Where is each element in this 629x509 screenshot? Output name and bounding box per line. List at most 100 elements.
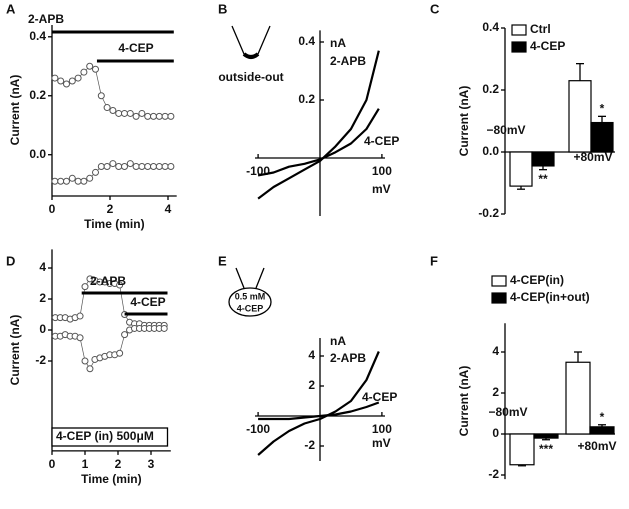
panel-letter: C xyxy=(430,1,440,16)
data-point xyxy=(103,163,111,171)
data-point xyxy=(97,92,105,100)
data-point xyxy=(68,174,76,182)
data-point xyxy=(51,74,59,82)
legend-label: 4-CEP(in) xyxy=(510,273,564,287)
y-tick-label: 0.0 xyxy=(482,144,499,158)
panel-letter: E xyxy=(218,253,227,268)
y-tick-label: 2 xyxy=(308,378,315,392)
x-axis-label: mV xyxy=(372,436,391,450)
data-point xyxy=(121,109,128,117)
data-point xyxy=(138,163,146,171)
data-point xyxy=(160,324,168,332)
inset-label: 0.5 mM xyxy=(235,291,266,301)
category-label: −80mV xyxy=(486,123,525,137)
y-axis-label: Current (nA) xyxy=(8,315,22,386)
curve-label: 2-APB xyxy=(330,351,366,365)
data-point xyxy=(86,365,94,373)
data-point xyxy=(86,62,94,70)
category-label: +80mV xyxy=(577,439,616,453)
y-tick-label: 0.0 xyxy=(29,147,46,161)
data-point xyxy=(76,334,84,342)
data-point xyxy=(116,349,124,357)
data-point xyxy=(63,177,70,185)
y-tick-label: 2 xyxy=(492,385,499,399)
data-point xyxy=(109,160,117,168)
curve-label: 2-APB xyxy=(330,54,366,68)
data-point xyxy=(80,68,88,76)
significance: *** xyxy=(539,442,553,456)
application-label: 2-APB xyxy=(90,274,126,288)
y-tick-label: -2 xyxy=(488,467,499,481)
y-tick-label: 0.4 xyxy=(482,20,499,34)
curve-label: 4-CEP xyxy=(362,390,397,404)
legend-label: 4-CEP(in+out) xyxy=(510,290,590,304)
y-tick-label: -2 xyxy=(35,353,46,367)
data-point xyxy=(167,163,175,171)
significance: * xyxy=(600,410,605,424)
data-point xyxy=(116,281,124,289)
data-point xyxy=(144,112,152,120)
iv-curve xyxy=(257,108,380,177)
data-point xyxy=(86,174,94,182)
data-point xyxy=(138,109,146,117)
y-tick-label: 0 xyxy=(39,322,46,336)
iv-curve xyxy=(257,50,380,200)
x-axis-label: Time (min) xyxy=(81,472,141,486)
panel-letter: D xyxy=(6,253,15,268)
data-point xyxy=(81,283,89,291)
data-point xyxy=(126,160,134,168)
y-tick-label: 0 xyxy=(492,426,499,440)
data-point xyxy=(74,177,82,185)
y-tick-label: -0.2 xyxy=(478,206,499,220)
data-point xyxy=(74,74,82,82)
inset-outside-out xyxy=(231,25,271,59)
x-axis-label: Time (min) xyxy=(84,217,144,231)
data-point xyxy=(68,77,76,85)
significance: ** xyxy=(538,172,548,186)
data-point xyxy=(155,112,163,120)
y-axis-label: Current (nA) xyxy=(457,366,471,437)
cell xyxy=(228,287,272,317)
iv-curve xyxy=(257,351,380,456)
data-point xyxy=(126,109,134,117)
legend-label: 4-CEP xyxy=(530,39,565,53)
data-point xyxy=(63,80,70,88)
legend-label: Ctrl xyxy=(530,22,551,36)
x-tick-label: 3 xyxy=(148,457,155,471)
data-point xyxy=(51,177,59,185)
data-point xyxy=(161,163,169,171)
inset-pipette-cell xyxy=(228,267,272,317)
application-label: 4-CEP xyxy=(118,41,153,55)
category-label: −80mV xyxy=(488,405,527,419)
legend-swatch xyxy=(491,275,507,287)
y-axis-label: Current (nA) xyxy=(457,86,471,157)
y-tick-label: 0.2 xyxy=(298,92,315,106)
y-axis-label: nA xyxy=(330,334,346,348)
legend-swatch xyxy=(511,41,527,53)
data-point xyxy=(92,65,99,73)
x-tick-label: -100 xyxy=(246,422,270,436)
data-point xyxy=(132,112,140,120)
x-axis-label: mV xyxy=(372,182,391,196)
panel-letter: B xyxy=(218,1,227,16)
y-tick-label: 0.2 xyxy=(29,88,46,102)
x-tick-label: 1 xyxy=(82,457,89,471)
data-point xyxy=(167,112,175,120)
y-tick-label: 2 xyxy=(39,291,46,305)
bar xyxy=(509,433,535,466)
data-point xyxy=(76,312,84,320)
pipette xyxy=(231,25,271,58)
legend-swatch xyxy=(491,292,507,304)
data-point xyxy=(121,163,128,171)
data-point xyxy=(115,163,123,171)
panel-letter: F xyxy=(430,253,438,268)
bar xyxy=(568,80,592,153)
data-point xyxy=(57,77,65,85)
data-point xyxy=(155,163,163,171)
x-tick-label: 2 xyxy=(115,457,122,471)
curve-label: 4-CEP xyxy=(364,134,399,148)
y-tick-label: 4 xyxy=(308,348,315,362)
data-point xyxy=(121,331,129,339)
inset-label: 4-CEP xyxy=(237,303,264,313)
